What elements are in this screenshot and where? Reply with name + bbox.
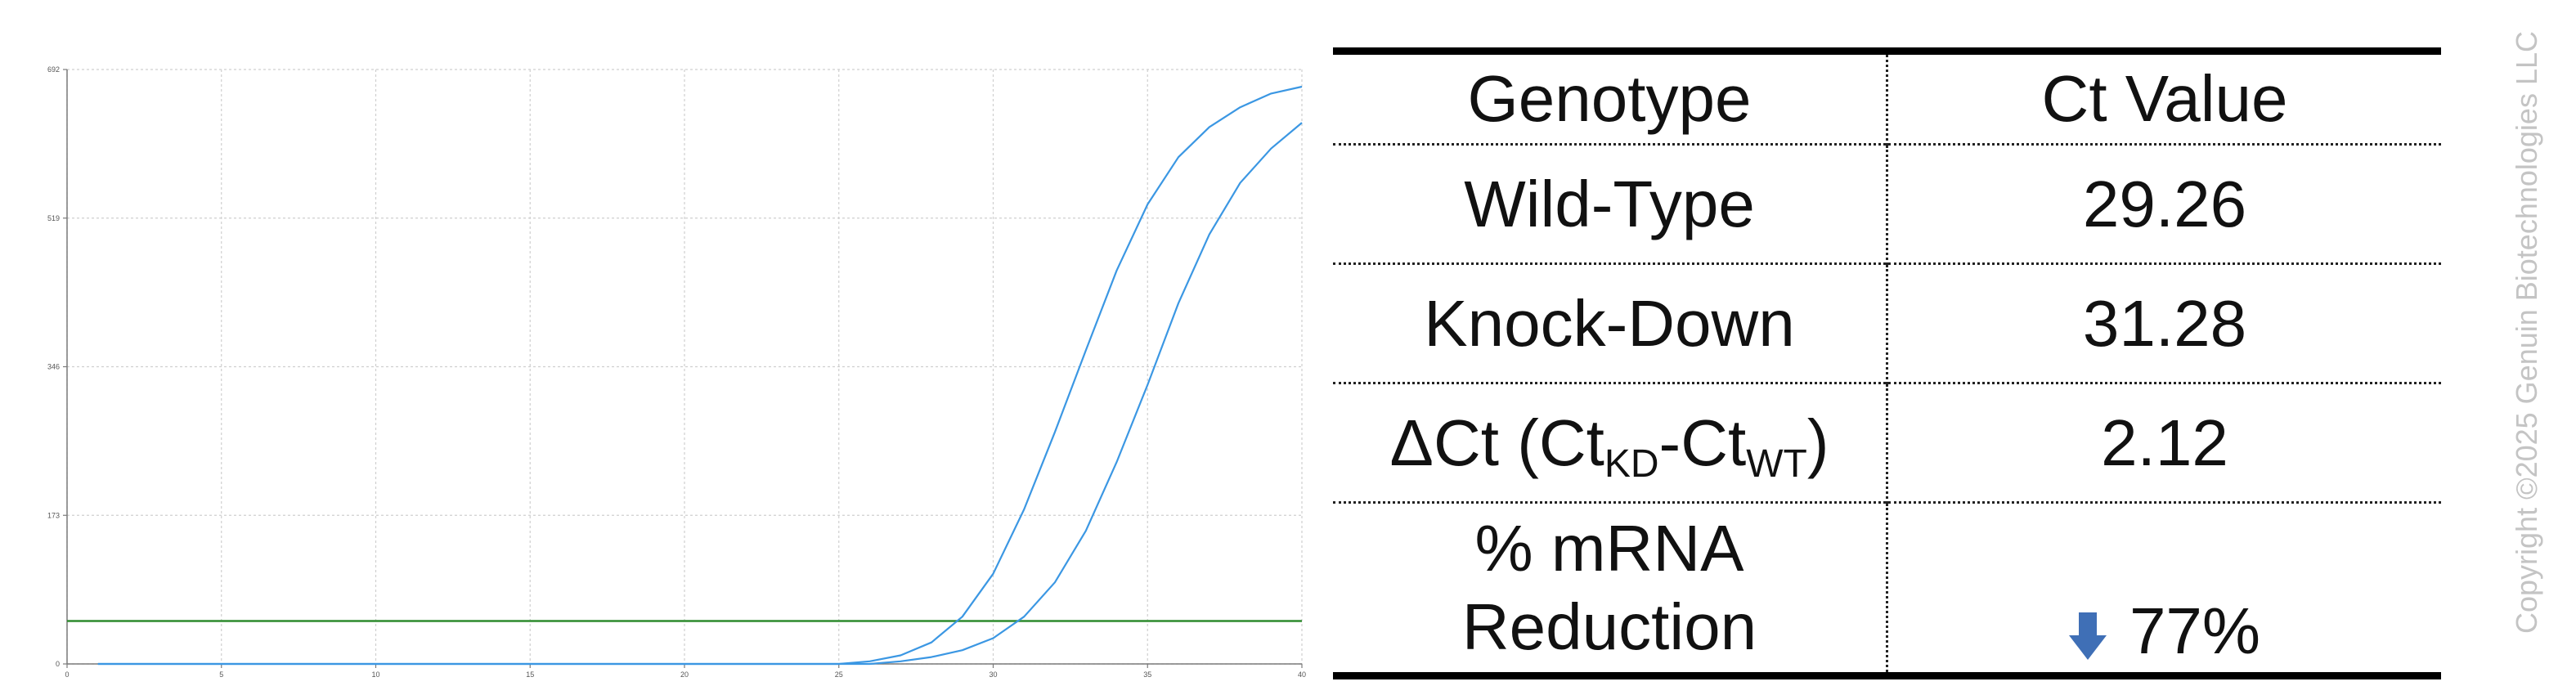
ct-value-wild-type: 29.26 (2082, 167, 2247, 240)
delta-ct-label: ΔCt (CtKD-CtWT) (1333, 383, 1888, 503)
table-row-knock-down: Knock-Down 31.28 (1333, 263, 2441, 383)
amplification-chart: 0 5 10 15 20 25 30 35 40 0 173 346 519 692 (47, 65, 1306, 679)
x-tick-label: 15 (526, 670, 534, 679)
y-tick-label: 0 (56, 660, 60, 668)
delta-ct-minus: -Ct (1658, 406, 1747, 479)
genotype-wild-type: Wild-Type (1333, 144, 1888, 264)
table-row-delta-ct: ΔCt (CtKD-CtWT) 2.12 (1333, 383, 2441, 503)
reduction-label-line2: Reduction (1461, 590, 1757, 663)
chart-grid (66, 69, 1303, 665)
table-header-row: Genotype Ct Value (1333, 51, 2441, 145)
copyright-notice: Copyright ©2025 Genuin Biotechnologies L… (2510, 31, 2543, 634)
header-ct-value: Ct Value (2041, 62, 2288, 135)
ct-results-table: Genotype Ct Value Wild-Type 29.26 Knock-… (1333, 47, 2441, 679)
amplification-curve-2 (97, 122, 1303, 666)
reduction-label-line1: % mRNA (1474, 512, 1744, 585)
y-tick-label: 173 (47, 511, 60, 519)
header-genotype: Genotype (1333, 51, 1888, 145)
y-tick-label: 346 (47, 363, 60, 371)
delta-ct-prefix: ΔCt (Ct (1389, 406, 1604, 479)
genotype-knock-down: Knock-Down (1333, 263, 1888, 383)
amplification-curve-1 (97, 85, 1303, 666)
delta-ct-sub-kd: KD (1604, 442, 1659, 486)
y-tick-label: 692 (47, 65, 60, 74)
delta-ct-value: 2.12 (2101, 406, 2228, 479)
x-tick-label: 35 (1143, 670, 1151, 679)
chart-ticks: 0 5 10 15 20 25 30 35 40 0 173 346 519 692 (47, 65, 1306, 679)
table-row-wild-type: Wild-Type 29.26 (1333, 144, 2441, 264)
reduction-label: % mRNA Reduction (1333, 502, 1888, 676)
ct-value-knock-down: 31.28 (2082, 286, 2247, 360)
x-tick-label: 5 (219, 670, 223, 679)
x-tick-label: 40 (1298, 670, 1306, 679)
x-tick-label: 10 (371, 670, 379, 679)
reduction-value: 77% (2129, 594, 2261, 667)
down-arrow-icon (2068, 612, 2107, 660)
x-tick-label: 20 (680, 670, 689, 679)
x-tick-label: 25 (835, 670, 843, 679)
series-layer (97, 85, 1303, 666)
delta-ct-sub-wt: WT (1746, 442, 1807, 486)
x-tick-label: 0 (65, 670, 69, 679)
delta-ct-suffix: ) (1806, 406, 1829, 479)
y-tick-label: 519 (47, 214, 60, 222)
x-tick-label: 30 (989, 670, 997, 679)
table-row-reduction: % mRNA Reduction 77% (1333, 502, 2442, 676)
reduction-value-cell: 77% (1887, 503, 2442, 676)
